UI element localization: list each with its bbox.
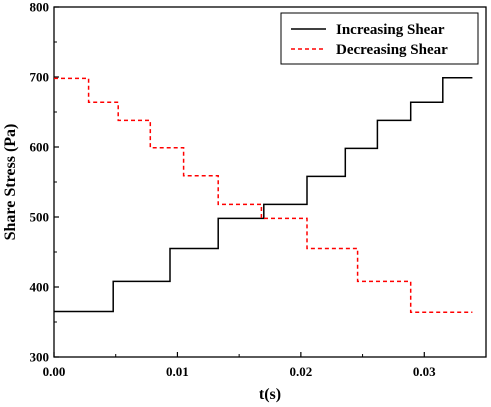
x-tick-label: 0.03: [413, 364, 436, 379]
legend: Increasing Shear Decreasing Shear: [280, 12, 479, 65]
x-tick-label: 0.02: [289, 364, 312, 379]
y-axis: 300 400 500 600 700 800: [30, 0, 59, 365]
x-tick-label: 0.00: [43, 364, 66, 379]
series-line-decreasing-shear: [54, 77, 473, 313]
x-axis: 0.00 0.01 0.02 0.03: [43, 352, 436, 379]
legend-box: [280, 12, 479, 65]
y-tick-label: 500: [30, 210, 50, 225]
x-axis-title: t(s): [259, 386, 281, 403]
series-layer: [54, 76, 473, 313]
y-tick-label: 300: [30, 350, 50, 365]
series-line-increasing-shear: [54, 76, 473, 313]
legend-label-increasing-shear: Increasing Shear: [336, 22, 445, 38]
x-tick-label: 0.01: [166, 364, 189, 379]
y-tick-label: 700: [30, 70, 50, 85]
legend-label-decreasing-shear: Decreasing Shear: [336, 42, 448, 58]
y-tick-label: 800: [30, 0, 50, 15]
y-tick-label: 400: [30, 280, 50, 295]
y-axis-title: Share Stress (Pa): [2, 124, 19, 241]
y-tick-label: 600: [30, 140, 50, 155]
